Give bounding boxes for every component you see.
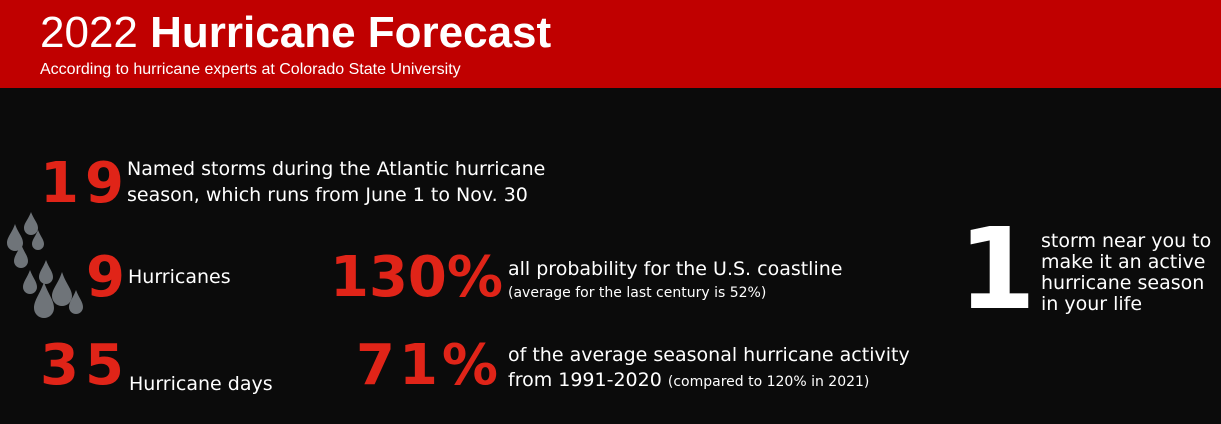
hurricanes-label: Hurricanes — [128, 266, 231, 288]
named-storms-line2: season, which runs from June 1 to Nov. 3… — [127, 184, 528, 206]
storm-near-you-line3: hurricane season — [1041, 272, 1205, 294]
storm-near-you-line4: in your life — [1041, 293, 1143, 315]
title-text: Hurricane Forecast — [150, 8, 552, 57]
coastline-probability-note: (average for the last century is 52%) — [508, 285, 767, 301]
seasonal-activity-value: 71% — [356, 333, 503, 398]
title-year: 2022 — [40, 8, 138, 57]
seasonal-activity-line1: of the average seasonal hurricane activi… — [508, 344, 910, 366]
hurricane-days-label: Hurricane days — [129, 373, 273, 395]
storm-near-you-value: 1 — [958, 205, 1036, 335]
hurricane-days-value: 35 — [40, 333, 130, 398]
coastline-probability-value: 130% — [330, 245, 504, 310]
seasonal-activity-line2: from 1991-2020 — [508, 369, 662, 391]
coastline-probability-text: all probability for the U.S. coastline — [508, 258, 843, 280]
storm-near-you-line2: make it an active — [1041, 251, 1206, 273]
seasonal-activity-note: (compared to 120% in 2021) — [667, 374, 870, 390]
header-banner: 2022 Hurricane Forecast According to hur… — [0, 0, 1221, 88]
page-subtitle: According to hurricane experts at Colora… — [40, 61, 461, 78]
hurricanes-value: 9 — [86, 245, 125, 310]
page-title: 2022 Hurricane Forecast — [40, 6, 551, 60]
storm-near-you-line1: storm near you to — [1041, 230, 1212, 252]
raindrops-icon — [7, 212, 83, 318]
named-storms-value: 19 — [40, 151, 130, 216]
named-storms-line1: Named storms during the Atlantic hurrica… — [127, 158, 546, 180]
